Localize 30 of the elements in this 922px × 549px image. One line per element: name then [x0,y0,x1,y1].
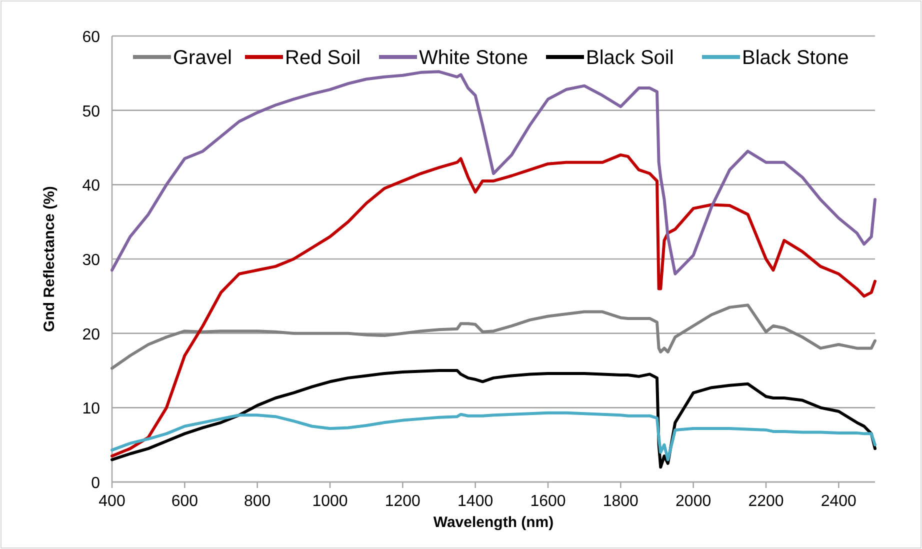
line-series [110,304,876,370]
y-tick-label: 0 [91,475,100,492]
line-series [110,70,876,276]
x-tick-label: 600 [171,493,198,510]
x-tick-label: 1400 [458,493,494,510]
x-tick-label: 2000 [676,493,712,510]
x-tick-label: 1000 [312,493,348,510]
x-tick-label: 1200 [384,493,421,510]
legend-label: Black Soil [586,47,674,69]
y-tick-label: 30 [82,252,100,269]
x-axis-title: Wavelength (nm) [433,514,554,531]
line-series [110,411,876,462]
x-tick-label: 800 [244,493,271,510]
x-tick-label: 400 [98,493,126,510]
line-series [110,369,876,469]
y-tick-label: 20 [82,326,100,344]
x-tick-label: 1600 [530,493,566,510]
y-axis-title: Gnd Reflectance (%) [41,186,58,332]
legend-label: Gravel [173,47,232,69]
legend-label: Red Soil [285,47,361,69]
y-tick-label: 10 [82,400,100,418]
line-series [110,153,876,458]
x-tick-label: 2200 [748,493,784,510]
legend-label: Black Stone [742,47,849,69]
y-tick-label: 50 [82,103,100,120]
x-tick-label: 2400 [820,493,857,510]
legend-label: White Stone [419,47,528,69]
y-tick-label: 60 [82,29,100,46]
x-tick-label: 1800 [602,493,639,510]
y-tick-label: 40 [82,178,100,195]
